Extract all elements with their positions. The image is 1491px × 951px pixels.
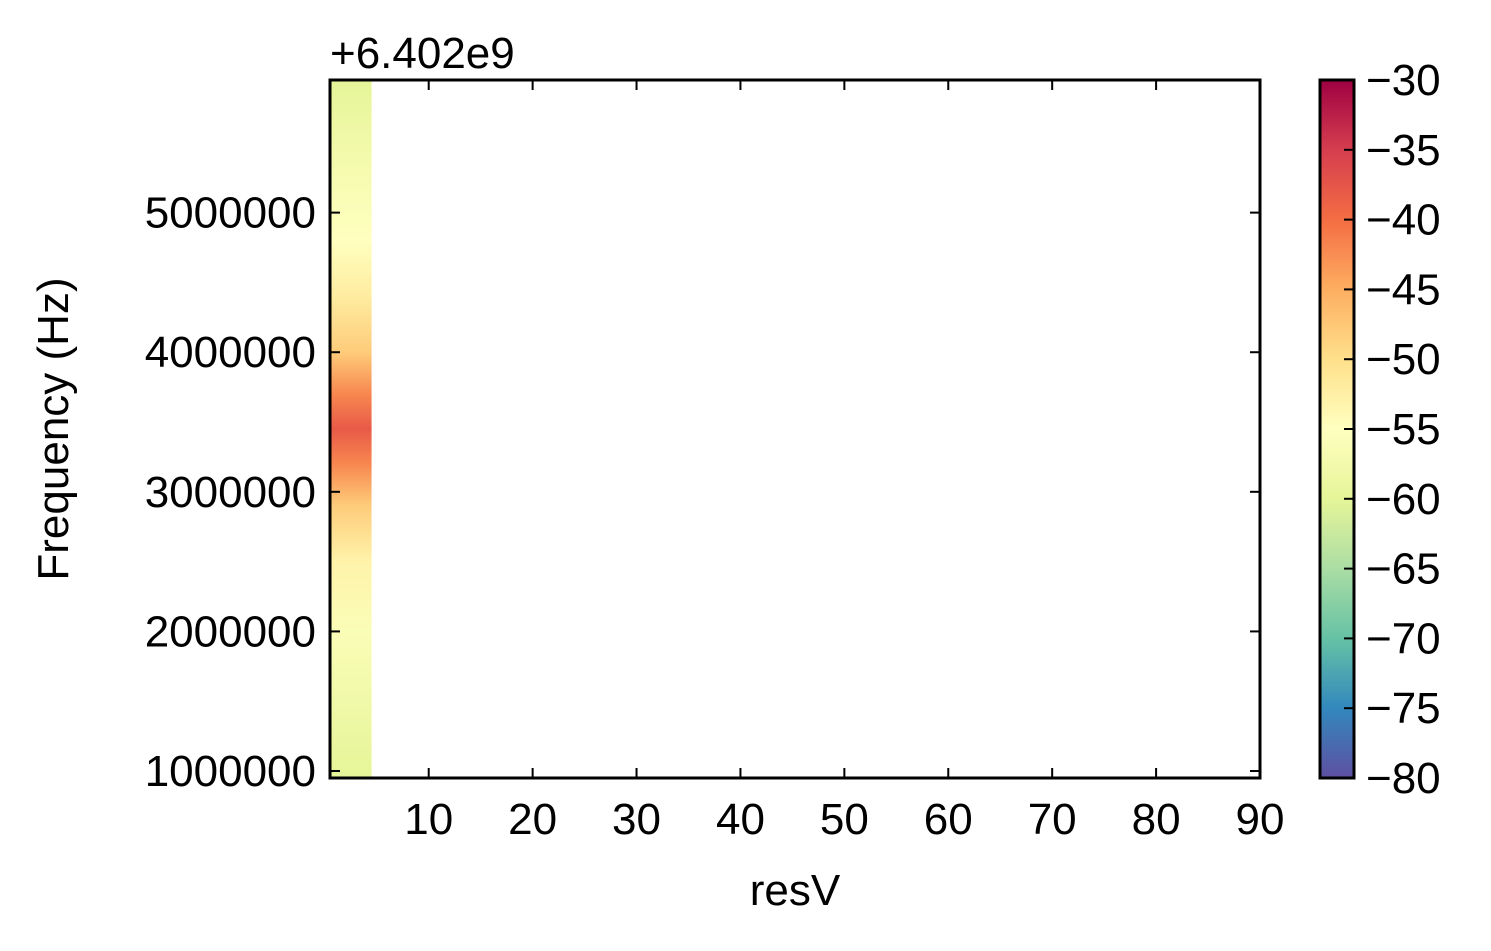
colorbar-tick-label: −60 (1366, 475, 1441, 524)
colorbar-tick-label: −65 (1366, 545, 1441, 594)
y-tick-label: 4000000 (145, 328, 316, 377)
colorbar-tick-label: −80 (1366, 754, 1441, 803)
x-tick-label: 50 (820, 795, 869, 844)
colorbar-tick-label: −55 (1366, 405, 1441, 454)
colorbar-tick-label: −75 (1366, 684, 1441, 733)
colorbar-ticks: −80 −75 −70 −65 −60 −55 −50 −45 −40 −35 −30 (1344, 56, 1441, 803)
y-tick-label: 5000000 (145, 189, 316, 238)
x-axis-label: resV (750, 866, 841, 915)
x-tick-label: 40 (716, 795, 765, 844)
x-tick-label: 60 (924, 795, 973, 844)
x-axis-ticks: 10 20 30 40 50 60 70 80 90 (404, 80, 1284, 844)
y-tick-label: 3000000 (145, 468, 316, 517)
x-tick-label: 80 (1132, 795, 1181, 844)
y-axis-label: Frequency (Hz) (29, 277, 78, 580)
y-offset-label: +6.402e9 (330, 29, 515, 78)
y-axis-ticks: 1000000 2000000 3000000 4000000 5000000 (145, 189, 1260, 796)
x-tick-label: 20 (508, 795, 557, 844)
plot-frame (328, 78, 1262, 780)
y-tick-label: 1000000 (145, 747, 316, 796)
x-tick-label: 70 (1028, 795, 1077, 844)
x-tick-label: 90 (1236, 795, 1285, 844)
colorbar-tick-label: −40 (1366, 196, 1441, 245)
colorbar-frame (1318, 78, 1356, 780)
y-tick-label: 2000000 (145, 607, 316, 656)
x-tick-label: 30 (612, 795, 661, 844)
plot-area (330, 80, 1260, 778)
x-tick-label: 10 (404, 795, 453, 844)
colorbar-tick-label: −50 (1366, 335, 1441, 384)
colorbar-tick-label: −30 (1366, 56, 1441, 105)
colorbar-tick-label: −35 (1366, 126, 1441, 175)
heatmap-data-column (330, 80, 372, 778)
colorbar-tick-label: −45 (1366, 265, 1441, 314)
colorbar-tick-label: −70 (1366, 614, 1441, 663)
